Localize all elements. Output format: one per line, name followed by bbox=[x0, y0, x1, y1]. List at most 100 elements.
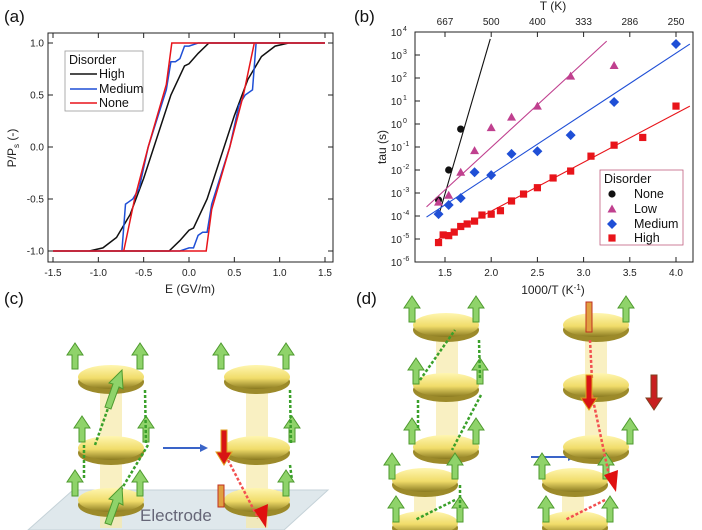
legend: Disorder None Low Medium High bbox=[599, 169, 684, 246]
data-point-high bbox=[445, 232, 453, 240]
data-point-high bbox=[463, 220, 471, 228]
top-tick-label: 333 bbox=[575, 17, 592, 28]
hysteresis-chart: -1.5 -1.0 -0.5 0.0 0.5 1.0 1.5 -1.0 -0.5 0.0 0.5 1.… bbox=[5, 32, 334, 296]
data-point-low bbox=[456, 167, 466, 176]
diagram-bulk-switching bbox=[383, 295, 663, 530]
data-point-high bbox=[549, 174, 557, 182]
data-point-high bbox=[457, 222, 465, 231]
data-point-medium bbox=[433, 209, 444, 220]
y-tick-label: 1.0 bbox=[30, 39, 44, 50]
x-tick-label: 0.0 bbox=[182, 268, 196, 279]
data-point-medium bbox=[532, 146, 543, 157]
switching-arrow bbox=[163, 444, 208, 452]
panel-label-b: (b) bbox=[354, 7, 375, 26]
top-tick-label: 500 bbox=[483, 17, 500, 28]
y-tick-label: 10 bbox=[391, 212, 403, 223]
data-point-medium bbox=[565, 130, 576, 141]
top-axis-label: T (K) bbox=[540, 0, 566, 13]
legend-marker-high bbox=[608, 234, 616, 242]
x-tick-label: -1.0 bbox=[90, 268, 108, 279]
molecule-stack-after bbox=[533, 295, 663, 530]
diagram-electrode-switching: Electrode bbox=[27, 342, 330, 530]
y-tick-exponent: -2 bbox=[403, 164, 409, 171]
data-point-low bbox=[566, 71, 576, 80]
y-tick-exponent: -5 bbox=[403, 233, 409, 240]
fit-line-low bbox=[426, 40, 608, 208]
molecule-stack-before bbox=[383, 295, 489, 530]
data-point-high bbox=[496, 207, 505, 215]
molecule-stack-before bbox=[66, 342, 155, 528]
y-tick-label: 10 bbox=[391, 97, 403, 108]
y-tick-label: 10 bbox=[391, 258, 403, 269]
x-tick-label: 3.0 bbox=[577, 268, 591, 279]
fit-line-none bbox=[438, 38, 491, 217]
top-tick-label: 400 bbox=[529, 17, 546, 28]
data-point-high bbox=[639, 133, 647, 142]
legend-label-medium: Medium bbox=[99, 82, 143, 96]
electrode-label: Electrode bbox=[140, 506, 212, 525]
y-tick-exponent: 4 bbox=[403, 26, 407, 33]
data-point-high bbox=[478, 211, 486, 219]
data-point-medium bbox=[671, 39, 681, 50]
y-tick-label: -0.5 bbox=[27, 195, 45, 206]
data-point-high bbox=[587, 152, 595, 160]
y-tick-exponent: -4 bbox=[403, 210, 409, 217]
data-point-high bbox=[672, 102, 680, 110]
top-tick-label: 250 bbox=[668, 17, 685, 28]
dipole-arrow-icon bbox=[66, 342, 84, 370]
panel-label-d: (d) bbox=[356, 289, 377, 308]
y-axis-label: P/Ps (-) bbox=[5, 129, 21, 168]
y-tick-label: 0.5 bbox=[30, 91, 44, 102]
x-tick-label: 0.5 bbox=[227, 268, 241, 279]
x-tick-label: 1.5 bbox=[438, 268, 452, 279]
data-point-low bbox=[486, 123, 496, 132]
data-point-high bbox=[567, 167, 575, 175]
y-tick-label: 10 bbox=[391, 143, 403, 154]
y-tick-exponent: 3 bbox=[403, 49, 407, 56]
legend-label-none: None bbox=[99, 96, 129, 110]
legend-title: Disorder bbox=[69, 53, 116, 67]
legend-label-medium: Medium bbox=[634, 217, 678, 231]
data-point-high bbox=[450, 228, 458, 236]
y-tick-label: 10 bbox=[391, 120, 403, 131]
y-tick-exponent: 2 bbox=[403, 72, 407, 79]
legend-marker-low bbox=[607, 204, 617, 213]
data-point-high bbox=[434, 238, 443, 247]
data-point-medium bbox=[506, 148, 517, 159]
x-tick-label: -1.5 bbox=[44, 268, 62, 279]
data-point-low bbox=[470, 146, 480, 155]
y-tick-exponent: 1 bbox=[403, 95, 407, 102]
fit-line-medium bbox=[426, 43, 691, 218]
x-tick-label: 1.5 bbox=[318, 268, 332, 279]
y-tick-label: 10 bbox=[391, 28, 403, 39]
series-line-none bbox=[53, 42, 325, 252]
y-tick-exponent: 0 bbox=[403, 118, 407, 125]
data-point-high bbox=[439, 231, 447, 239]
data-point-high bbox=[610, 141, 618, 149]
data-point-low bbox=[609, 60, 619, 69]
series-line-high bbox=[53, 42, 325, 252]
top-tick-label: 286 bbox=[621, 17, 638, 28]
y-axis-label: tau (s) bbox=[375, 130, 389, 164]
x-axis-label: E (GV/m) bbox=[165, 282, 215, 296]
data-point-high bbox=[519, 190, 528, 198]
legend-label-none: None bbox=[634, 187, 664, 201]
data-point-medium bbox=[469, 167, 480, 178]
x-tick-label: -0.5 bbox=[135, 268, 153, 279]
legend: Disorder High Medium None bbox=[64, 50, 143, 112]
data-point-none bbox=[457, 125, 465, 133]
data-point-medium bbox=[486, 170, 497, 181]
data-point-high bbox=[533, 184, 541, 192]
data-point-high bbox=[507, 197, 516, 205]
panel-label-a: (a) bbox=[4, 7, 25, 26]
y-tick-exponent: -1 bbox=[403, 141, 409, 148]
data-point-medium bbox=[443, 200, 454, 211]
y-tick-label: 0.0 bbox=[30, 143, 44, 154]
x-tick-label: 4.0 bbox=[669, 268, 683, 279]
y-tick-label: -1.0 bbox=[27, 247, 45, 258]
legend-marker-none bbox=[608, 190, 616, 198]
top-tick-label: 667 bbox=[437, 17, 454, 28]
y-tick-exponent: -6 bbox=[403, 256, 409, 263]
